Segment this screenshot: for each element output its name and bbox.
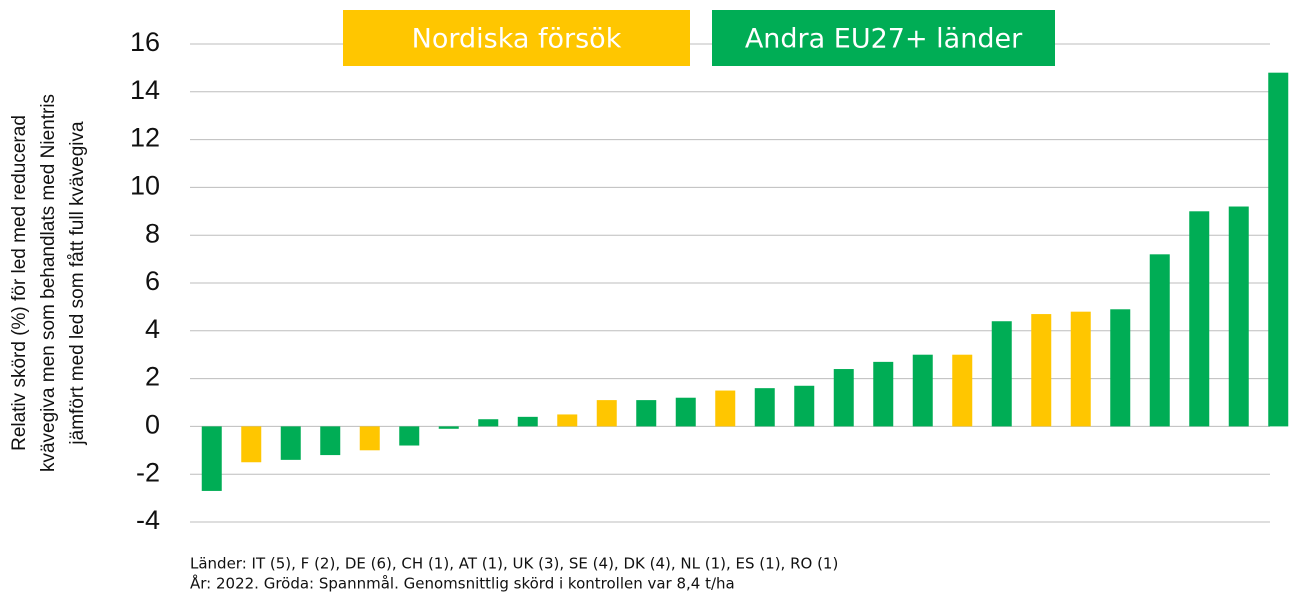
footnote: År: 2022. Gröda: Spannmål. Genomsnittlig… bbox=[190, 574, 735, 593]
legend-box bbox=[712, 10, 1055, 66]
bar bbox=[1070, 311, 1091, 427]
y-tick-label: 12 bbox=[130, 123, 160, 153]
bar bbox=[557, 414, 578, 427]
bar bbox=[478, 419, 499, 427]
bar bbox=[320, 426, 341, 456]
legend-label: Nordiska försök bbox=[412, 24, 622, 55]
bar bbox=[201, 426, 222, 491]
y-tick-label: 6 bbox=[145, 266, 160, 296]
bar bbox=[833, 369, 854, 427]
bar bbox=[1149, 254, 1170, 427]
y-axis-label: Relativ skörd (%) för led med reducerad bbox=[9, 115, 30, 451]
legend-box bbox=[343, 10, 690, 66]
bar bbox=[912, 354, 933, 427]
bar bbox=[794, 385, 815, 427]
y-tick-label: 10 bbox=[130, 171, 160, 201]
bar bbox=[1228, 206, 1249, 427]
footnote: Länder: IT (5), F (2), DE (6), CH (1), A… bbox=[190, 555, 838, 573]
bar bbox=[754, 388, 775, 427]
y-tick-label: -4 bbox=[136, 505, 160, 535]
y-tick-label: 0 bbox=[145, 410, 160, 440]
y-tick-label: 8 bbox=[145, 218, 160, 248]
legend-label: Andra EU27+ länder bbox=[745, 24, 1023, 55]
y-tick-label: -2 bbox=[136, 457, 160, 487]
bar bbox=[715, 390, 736, 427]
y-tick-label: 2 bbox=[145, 362, 160, 392]
bar bbox=[596, 400, 617, 427]
bar bbox=[399, 426, 420, 446]
bar bbox=[438, 426, 459, 429]
bar bbox=[517, 416, 538, 427]
bar bbox=[675, 397, 696, 427]
y-tick-label: 14 bbox=[130, 75, 160, 105]
bar bbox=[952, 354, 973, 427]
y-tick-label: 16 bbox=[130, 27, 160, 57]
bar bbox=[636, 400, 657, 427]
bar bbox=[991, 321, 1012, 427]
y-axis-label: kvävegiva men som behandlats med Nientri… bbox=[38, 94, 59, 472]
bar bbox=[1268, 72, 1289, 427]
bar bbox=[280, 426, 301, 460]
bar bbox=[359, 426, 380, 451]
bar bbox=[241, 426, 262, 463]
y-tick-label: 4 bbox=[145, 314, 160, 344]
bar bbox=[1110, 309, 1131, 427]
bar bbox=[1031, 314, 1052, 427]
y-axis-label: jämfört med led som fått full kvävegiva bbox=[67, 121, 88, 446]
bar bbox=[873, 361, 894, 427]
bar bbox=[1189, 211, 1210, 427]
